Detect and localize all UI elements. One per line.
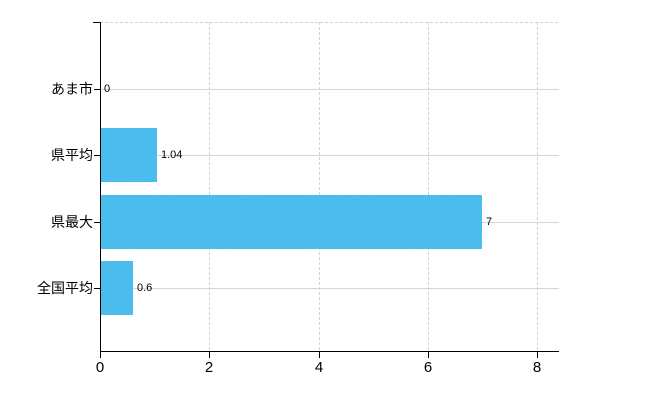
vertical-gridline — [209, 22, 210, 351]
y-axis-tick — [94, 89, 100, 90]
x-axis-tick — [100, 352, 101, 358]
category-label: 全国平均 — [37, 280, 93, 296]
y-axis-tick — [94, 288, 100, 289]
bar-value-label: 7 — [486, 216, 493, 228]
category-label: あま市 — [51, 81, 93, 97]
x-axis-tick-label: 2 — [204, 359, 214, 376]
vertical-gridline — [319, 22, 320, 351]
bar-value-label: 1.04 — [161, 149, 183, 161]
bar — [101, 128, 157, 182]
horizontal-gridline — [100, 288, 559, 289]
plot-top-border — [100, 22, 559, 23]
horizontal-gridline — [100, 89, 559, 90]
x-axis-line — [100, 351, 559, 352]
bar-value-label: 0.6 — [137, 282, 153, 294]
x-axis-tick — [428, 352, 429, 358]
y-axis-top-tick — [93, 22, 100, 23]
x-axis-tick — [537, 352, 538, 358]
x-axis-tick — [209, 352, 210, 358]
x-axis-tick-label: 6 — [423, 359, 433, 376]
bar — [101, 195, 482, 249]
y-axis-line — [100, 22, 101, 352]
bar — [101, 261, 133, 315]
vertical-gridline — [537, 22, 538, 351]
category-label: 県最大 — [51, 214, 93, 230]
x-axis-tick-label: 4 — [314, 359, 324, 376]
category-label: 県平均 — [51, 147, 93, 163]
y-axis-tick — [94, 155, 100, 156]
x-axis-tick-label: 8 — [532, 359, 542, 376]
bar-value-label: 0 — [104, 83, 111, 95]
horizontal-gridline — [100, 155, 559, 156]
x-axis-tick-label: 0 — [95, 359, 105, 376]
y-axis-tick — [94, 222, 100, 223]
x-axis-tick — [319, 352, 320, 358]
vertical-gridline — [428, 22, 429, 351]
